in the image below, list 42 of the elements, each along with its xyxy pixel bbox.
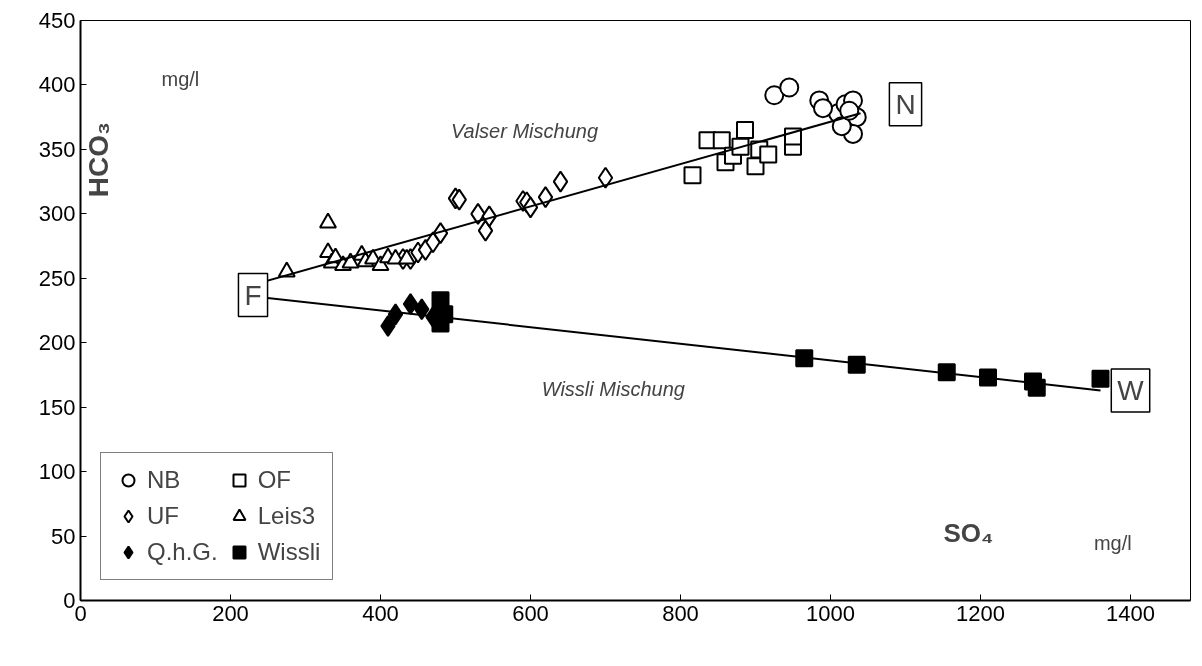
- point: [552, 170, 569, 193]
- y-tick-label: 200: [38, 330, 76, 356]
- x-tick-label: 400: [362, 600, 399, 626]
- y-axis-title: HCO₃: [82, 122, 114, 198]
- legend-label: Wissli: [257, 538, 321, 566]
- point: [764, 85, 785, 106]
- y-tick-label: 450: [38, 8, 76, 33]
- y-tick-label: 100: [38, 459, 76, 485]
- x-tick-label: 1400: [1106, 600, 1155, 626]
- annotation: Wissli Mischung: [541, 378, 685, 401]
- y-tick-label: 400: [38, 72, 76, 98]
- legend-label: Leis3: [257, 502, 316, 530]
- legend-label: UF: [147, 502, 179, 530]
- point: [759, 145, 778, 164]
- y-tick-label: 50: [51, 523, 76, 549]
- y-tick-label: 300: [38, 201, 76, 227]
- point: [683, 166, 702, 185]
- y-tick-label: 150: [38, 394, 76, 420]
- y-tick-label: 350: [38, 136, 76, 162]
- point: [402, 293, 419, 316]
- point: [712, 131, 731, 150]
- legend-label: OF: [257, 466, 292, 494]
- point: [779, 77, 800, 98]
- annotation: Valser Mischung: [450, 120, 599, 143]
- annotation: W: [1117, 374, 1145, 406]
- annotation: mg/l: [161, 68, 200, 91]
- x-tick-label: 1000: [806, 600, 855, 626]
- point: [1091, 369, 1110, 388]
- x-axis-title: SO₄: [943, 518, 994, 549]
- x-tick-label: 800: [662, 600, 699, 626]
- y-tick-label: 250: [38, 265, 76, 291]
- legend-label: NB: [147, 466, 181, 494]
- point: [813, 98, 833, 119]
- point: [537, 186, 554, 209]
- point: [597, 166, 614, 189]
- x-tick-label: 1200: [956, 600, 1005, 626]
- legend-label: Q.h.G.: [147, 538, 218, 566]
- annotation: mg/l: [1093, 532, 1132, 555]
- annotation: N: [895, 88, 916, 120]
- point: [477, 219, 494, 242]
- x-tick-label: 600: [512, 600, 549, 626]
- x-tick-label: 200: [212, 600, 249, 626]
